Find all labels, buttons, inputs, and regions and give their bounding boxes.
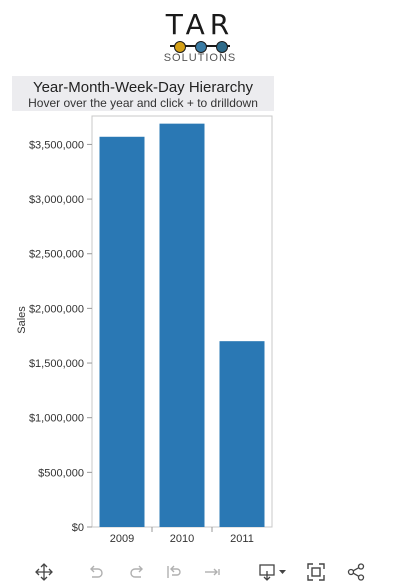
bar-2010[interactable] <box>159 123 205 527</box>
bars-group[interactable] <box>99 123 265 527</box>
chart-subtitle: Hover over the year and click + to drill… <box>28 96 258 110</box>
refresh-icon[interactable] <box>202 561 224 583</box>
y-tick-label: $0 <box>72 522 84 534</box>
title-box: Year-Month-Week-Day Hierarchy Hover over… <box>12 76 274 111</box>
x-tick-label[interactable]: 2010 <box>170 533 194 545</box>
bar-2011[interactable] <box>219 341 265 527</box>
x-axis: 2009 2010 2011 <box>110 527 254 545</box>
download-icon[interactable] <box>257 561 289 583</box>
fullscreen-icon[interactable] <box>305 561 327 583</box>
logo: TAR SOLUTIONS <box>150 8 250 68</box>
chart-title: Year-Month-Week-Day Hierarchy <box>32 79 254 96</box>
y-axis-label: Sales <box>16 306 28 334</box>
logo-dot-2 <box>195 41 207 53</box>
bar-2009[interactable] <box>99 136 145 527</box>
logo-text: TAR <box>165 8 235 41</box>
y-tick-label: $2,000,000 <box>29 303 84 315</box>
logo-dot-1 <box>174 41 186 53</box>
x-tick-label[interactable]: 2011 <box>230 533 254 545</box>
y-tick-label: $1,000,000 <box>29 413 84 425</box>
share-icon[interactable] <box>345 561 367 583</box>
y-tick-label: $3,500,000 <box>29 139 84 151</box>
y-tick-label: $500,000 <box>38 467 84 479</box>
move-icon[interactable] <box>33 561 55 583</box>
undo-icon[interactable] <box>85 561 107 583</box>
y-tick-label: $2,500,000 <box>29 249 84 261</box>
x-tick-label[interactable]: 2009 <box>110 533 134 545</box>
y-tick-label: $3,000,000 <box>29 194 84 206</box>
redo-icon[interactable] <box>126 561 148 583</box>
y-tick-label: $1,500,000 <box>29 358 84 370</box>
logo-subtext: SOLUTIONS <box>163 52 237 64</box>
logo-dot-3 <box>216 41 228 53</box>
bar-chart[interactable]: $0 $500,000 $1,000,000 $1,500,000 $2,000,000… <box>0 0 400 557</box>
revert-icon[interactable] <box>163 561 185 583</box>
toolbar <box>0 557 400 587</box>
